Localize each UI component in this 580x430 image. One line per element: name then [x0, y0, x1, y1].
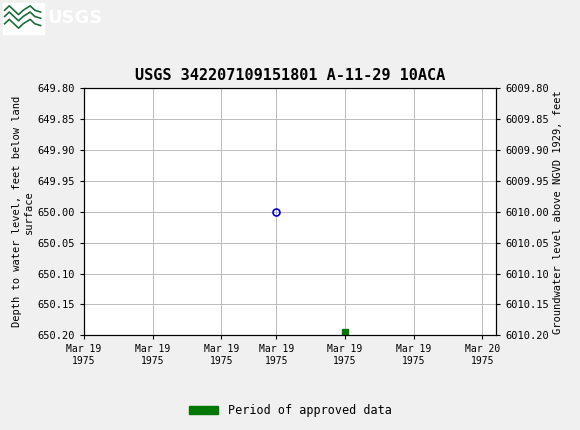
Y-axis label: Depth to water level, feet below land
surface: Depth to water level, feet below land su… — [12, 96, 34, 327]
Title: USGS 342207109151801 A-11-29 10ACA: USGS 342207109151801 A-11-29 10ACA — [135, 68, 445, 83]
Legend: Period of approved data: Period of approved data — [184, 399, 396, 422]
Y-axis label: Groundwater level above NGVD 1929, feet: Groundwater level above NGVD 1929, feet — [553, 90, 563, 334]
Text: USGS: USGS — [48, 9, 103, 27]
FancyBboxPatch shape — [3, 3, 43, 34]
